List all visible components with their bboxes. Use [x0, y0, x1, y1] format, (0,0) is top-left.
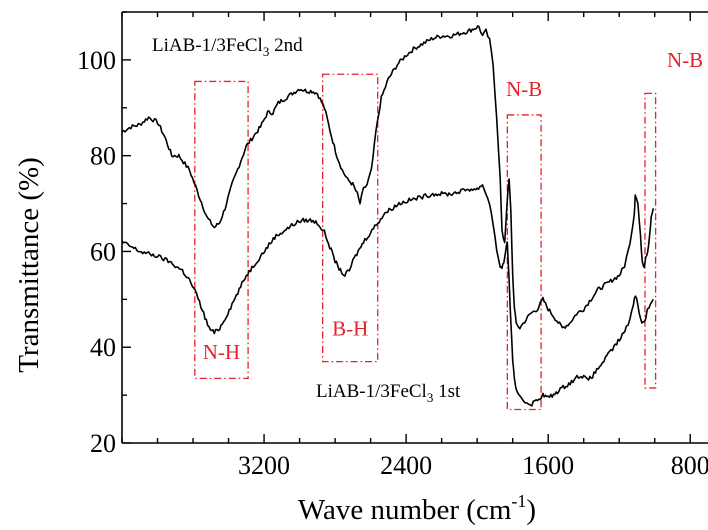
y-tick-label: 100	[77, 46, 116, 75]
x-tick-label: 800	[671, 451, 708, 480]
y-tick-label: 20	[90, 429, 116, 458]
x-tick-label: 1600	[522, 451, 574, 480]
axes: 3200 2400 1600 800 20 40 60 80 100	[77, 11, 708, 480]
y-tick-label: 40	[90, 333, 116, 362]
band-label-3: N-B	[667, 48, 703, 72]
y-ticks: 20 40 60 80 100	[77, 11, 131, 458]
series-label-1st: LiAB-1/3FeCl3 1st	[316, 381, 461, 405]
x-tick-label: 2400	[380, 451, 432, 480]
x-axis-title: Wave number (cm-1)	[298, 491, 536, 526]
y-tick-label: 60	[90, 237, 116, 266]
annotation-box-2	[506, 114, 542, 411]
series-line-1	[121, 184, 654, 407]
series-line-0	[121, 25, 655, 330]
series-label-2nd: LiAB-1/3FeCl3 2nd	[152, 35, 303, 59]
x-ticks: 3200 2400 1600 800	[121, 12, 708, 480]
y-axis-title: Transmittance (%)	[13, 157, 45, 373]
annotation-box-3	[644, 92, 657, 389]
annotation-boxes: N-H B-H N-B N-B	[194, 48, 703, 411]
band-label-1: B-H	[332, 316, 368, 340]
y-tick-label: 80	[90, 142, 116, 171]
band-label-0: N-H	[203, 340, 240, 364]
series-layer	[121, 25, 655, 407]
plot-area: N-H B-H N-B N-B	[121, 25, 703, 411]
annotation-box-0	[194, 80, 249, 379]
annotation-box-1	[322, 73, 379, 363]
x-tick-label: 3200	[238, 451, 290, 480]
band-label-2: N-B	[506, 77, 542, 101]
